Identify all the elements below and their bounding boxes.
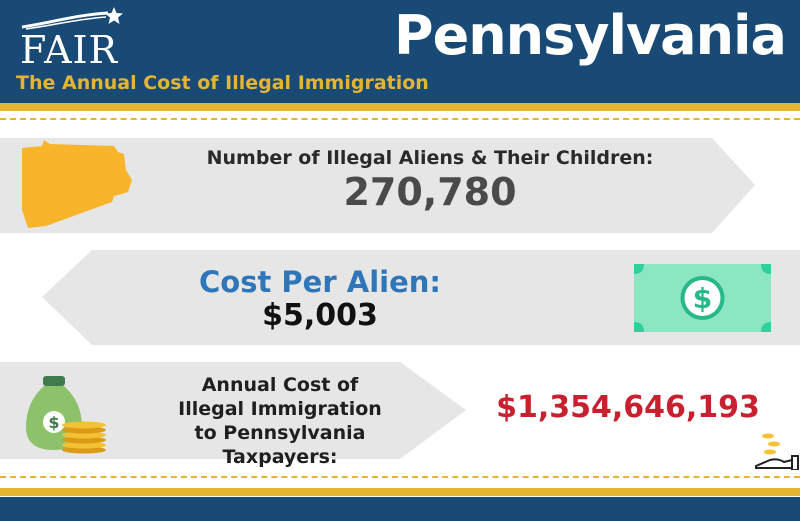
svg-text:$: $ [693,282,712,315]
logo-text: FAIR [20,28,119,72]
stat-label-annual-cost: Annual Cost of Illegal Immigration to Pe… [135,373,425,469]
header-banner: FAIR The Annual Cost of Illegal Immigrat… [0,0,800,103]
footer-banner [0,497,800,521]
hand-coins-icon [755,433,799,470]
stat-value-population: 270,780 [343,170,517,214]
stat-arrow-left-2 [42,250,800,345]
stat-arrow-right-1 [0,138,755,233]
state-title: Pennsylvania [394,4,787,67]
stat-label-population: Number of Illegal Aliens & Their Childre… [206,147,654,169]
stat-value-annual-cost: $1,354,646,193 [496,390,760,425]
annual-cost-label-line-2: Illegal Immigration [178,398,382,420]
pennsylvania-map-icon [22,140,132,228]
page-subtitle: The Annual Cost of Illegal Immigration [16,72,429,94]
svg-text:$: $ [48,413,59,432]
stat-label-cost-per-alien: Cost Per Alien: [199,265,441,299]
annual-cost-label-line-1: Annual Cost of [201,374,359,396]
annual-cost-label-line-3: to Pennsylvania Taxpayers: [194,422,366,468]
gold-band-bottom [0,488,800,496]
gold-band-top [0,103,800,111]
stat-value-cost-per-alien: $5,003 [262,298,378,333]
dollar-bill-icon: $ [634,264,771,332]
coins-icon [62,421,106,454]
stat-arrow-right-3 [0,362,466,459]
dashed-divider-bottom [0,476,800,478]
dashed-divider-top [0,118,800,120]
star-swoosh-icon [21,7,123,30]
